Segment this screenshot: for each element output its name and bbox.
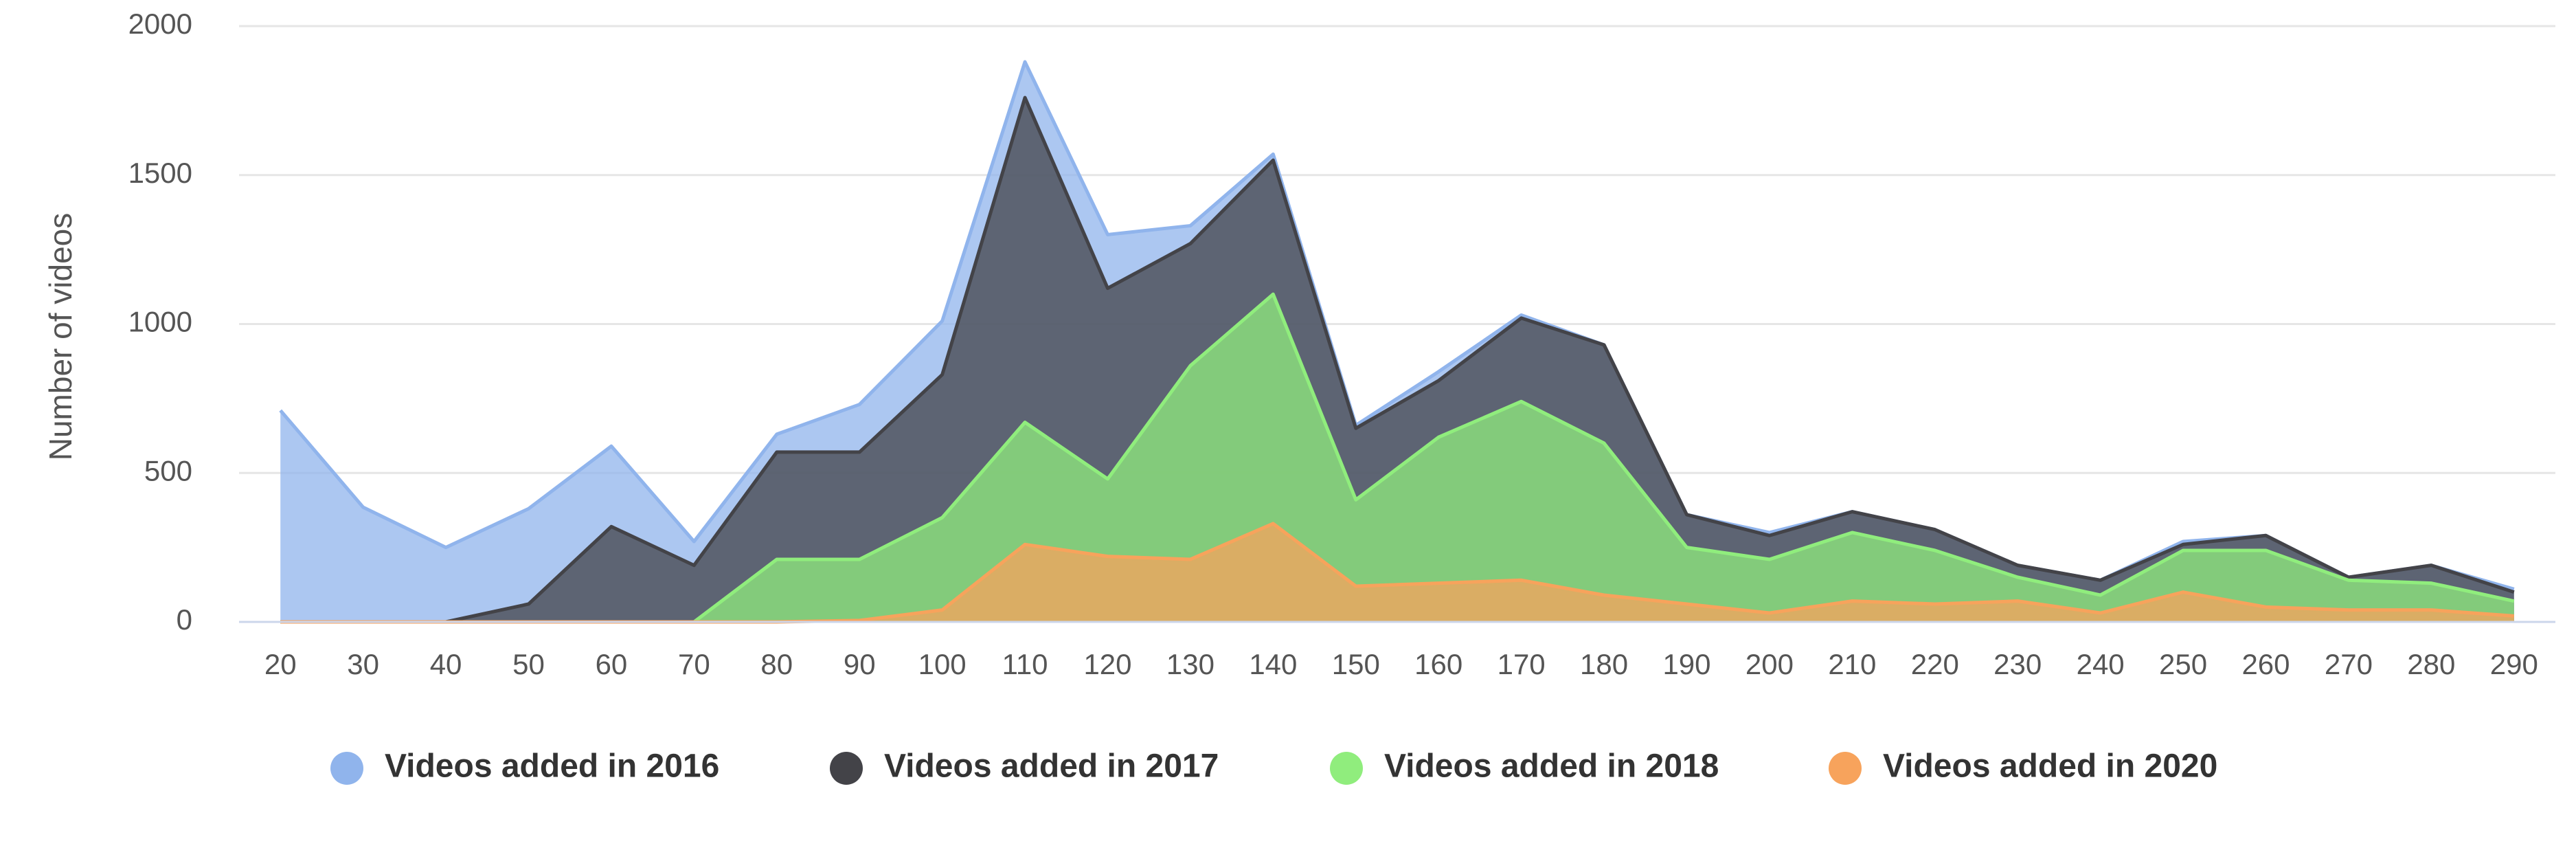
legend-marker [1330, 752, 1363, 785]
x-tick-label: 40 [430, 648, 462, 680]
line [280, 96, 2515, 624]
area [280, 294, 2514, 622]
x-tick-label: 30 [347, 648, 379, 680]
x-tick-label: 190 [1662, 648, 1710, 680]
x-tick-label: 250 [2159, 648, 2207, 680]
legend-label: Videos added in 2020 [1883, 748, 2217, 785]
x-tick-label: 90 [844, 648, 876, 680]
y-tick-label: 500 [144, 454, 192, 487]
legend-marker [830, 752, 863, 785]
x-tick-label: 290 [2490, 648, 2538, 680]
y-tick-label: 0 [177, 603, 192, 636]
x-tick-label: 230 [1993, 648, 2042, 680]
y-tick-label: 1000 [128, 306, 192, 338]
x-tick-label: 180 [1580, 648, 1628, 680]
x-tick-label: 80 [760, 648, 793, 680]
legend-label: Videos added in 2016 [385, 748, 719, 785]
legend-marker [1829, 752, 1862, 785]
x-tick-label: 120 [1083, 648, 1131, 680]
x-tick-label: 140 [1249, 648, 1297, 680]
legend-label: Videos added in 2017 [884, 748, 1219, 785]
x-tick-label: 110 [1002, 648, 1048, 680]
y-axis-title: Number of videos [43, 213, 78, 461]
x-tick-label: 50 [512, 648, 545, 680]
x-tick-label: 170 [1498, 648, 1546, 680]
x-tick-label: 220 [1911, 648, 1959, 680]
x-tick-label: 260 [2241, 648, 2290, 680]
x-tick-label: 280 [2407, 648, 2455, 680]
x-tick-label: 20 [264, 648, 297, 680]
y-tick-label: 1500 [128, 157, 192, 189]
x-tick-label: 60 [596, 648, 628, 680]
x-tick-label: 240 [2077, 648, 2125, 680]
x-tick-label: 200 [1745, 648, 1794, 680]
x-tick-label: 70 [678, 648, 710, 680]
x-tick-label: 270 [2325, 648, 2373, 680]
area [280, 98, 2514, 623]
y-tick-label: 2000 [128, 8, 192, 40]
legend-label: Videos added in 2018 [1384, 748, 1719, 785]
x-tick-label: 150 [1332, 648, 1380, 680]
x-tick-label: 130 [1166, 648, 1214, 680]
legend-marker [330, 752, 363, 785]
area [280, 523, 2514, 622]
x-tick-label: 100 [918, 648, 967, 680]
x-tick-label: 160 [1414, 648, 1462, 680]
x-tick-label: 210 [1828, 648, 1876, 680]
